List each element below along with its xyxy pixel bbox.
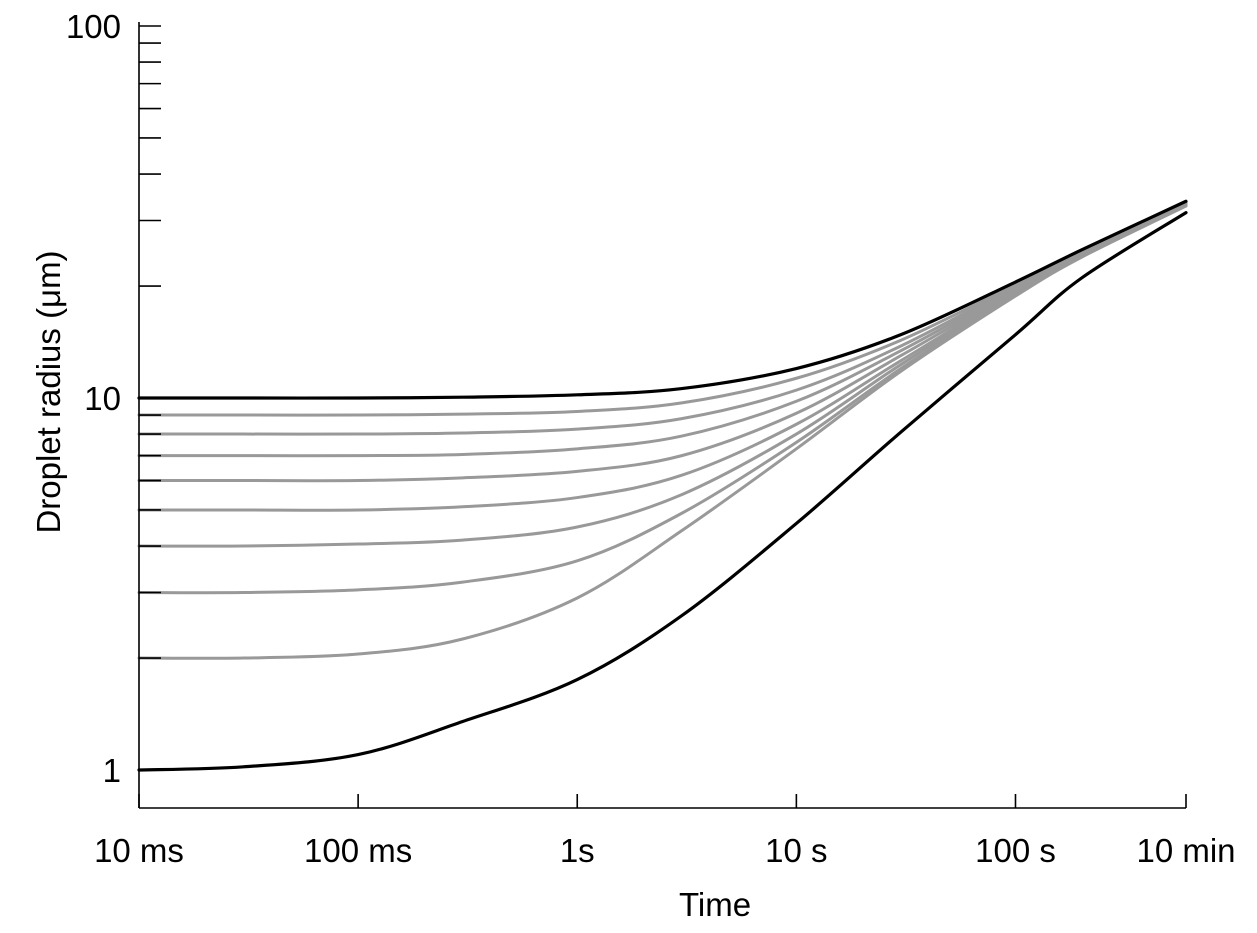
x-tick-label: 100 ms: [304, 832, 412, 869]
x-tick-label: 10 ms: [94, 832, 184, 869]
boundary-curve: [137, 211, 1188, 772]
x-axis-title: Time: [679, 886, 751, 923]
boundary-curve: [137, 199, 1188, 400]
series-layer: [137, 199, 1188, 772]
droplet-growth-curve: [137, 204, 1188, 660]
droplet-growth-curve: [137, 201, 1188, 417]
y-tick-label: 10: [84, 380, 121, 417]
x-axis-ticks: 10 ms 100 ms 1s 10 s 100 s 10 min: [94, 794, 1236, 869]
droplet-growth-curve: [137, 202, 1188, 458]
droplet-growth-curve: [137, 203, 1188, 548]
x-tick-label: 100 s: [975, 832, 1056, 869]
x-tick-label: 10 min: [1136, 832, 1235, 869]
y-axis-ticks: 1 10 100: [66, 8, 161, 789]
x-tick-label: 1s: [560, 832, 595, 869]
y-tick-label: 100: [66, 8, 121, 45]
y-axis-title: Droplet radius (μm): [30, 250, 67, 533]
y-tick-label: 1: [103, 752, 121, 789]
x-tick-label: 10 s: [765, 832, 827, 869]
droplet-growth-curve: [137, 203, 1188, 512]
